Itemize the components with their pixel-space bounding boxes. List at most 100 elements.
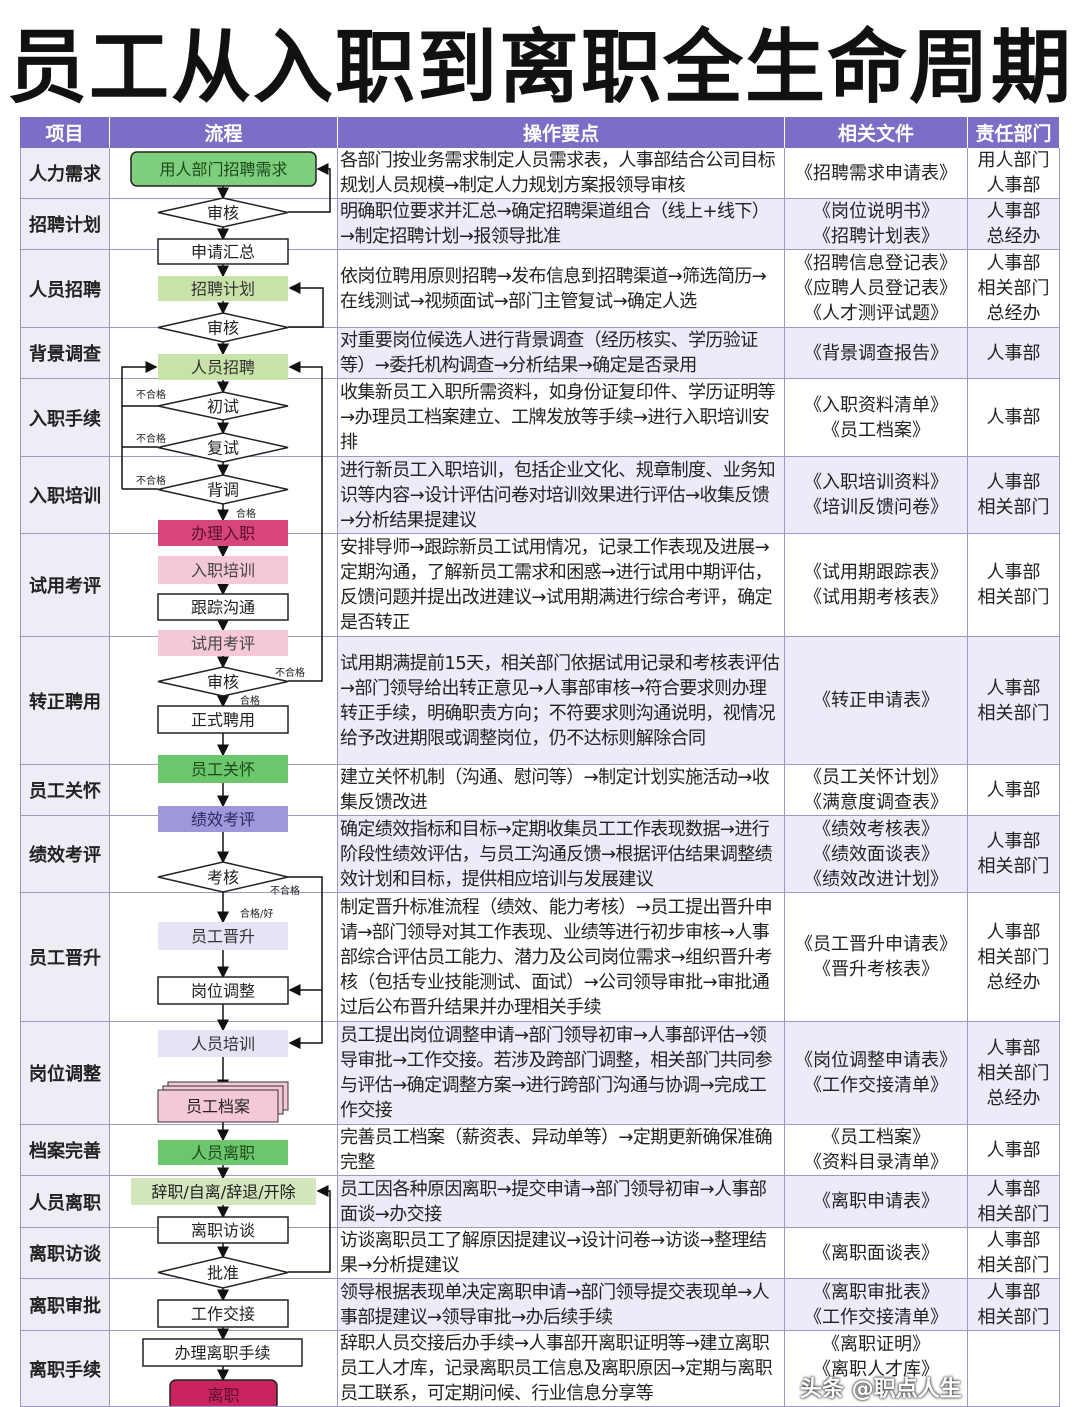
decision-node xyxy=(157,666,289,697)
row-docs: 《离职面谈表》 xyxy=(785,1228,968,1278)
doc-name: 《离职面谈表》 xyxy=(813,1242,939,1264)
header-dept: 责任部门 xyxy=(968,117,1060,148)
dept-name: 相关部门 xyxy=(977,1062,1050,1084)
flow-condition-label: 不合格 xyxy=(136,474,166,487)
row-ops: 员工因各种原因离职→提交申请→部门领导初审→人事部面谈→办交接 xyxy=(338,1176,785,1227)
process-node xyxy=(158,922,288,950)
flow-node-label: 审核 xyxy=(207,673,239,692)
dept-name: 相关部门 xyxy=(977,702,1050,724)
header-ops: 操作要点 xyxy=(338,117,785,148)
doc-name: 《资料目录清单》 xyxy=(804,1152,948,1173)
row-item: 入职手续 xyxy=(20,379,110,456)
row-ops: 依岗位聘用原则招聘→发布信息到招聘渠道→筛选简历→在线测试→视频面试→部门主管复… xyxy=(338,250,785,327)
process-node xyxy=(158,755,288,783)
row-dept: 人事部 相关部门 总经办 xyxy=(968,893,1060,1021)
flow-node-label: 申请汇总 xyxy=(191,243,255,262)
flow-node-label: 绩效考评 xyxy=(191,810,255,829)
row-ops: 建立关怀机制（沟通、慰问等）→制定计划实施活动→收集反馈改进 xyxy=(338,765,785,815)
loop-arrow xyxy=(288,876,323,1049)
doc-name: 《员工关怀计划》 xyxy=(804,767,948,788)
row-dept: 人事部 相关部门 xyxy=(968,457,1060,533)
doc-name: 《晋升考核表》 xyxy=(813,959,939,980)
row-dept xyxy=(968,1331,1060,1406)
row-docs: 《入职培训资料》 《培训反馈问卷》 xyxy=(785,457,968,533)
row-item: 离职审批 xyxy=(20,1279,110,1330)
row-docs: 《员工档案》 《资料目录清单》 xyxy=(785,1125,968,1175)
doc-name: 《人才测评试题》 xyxy=(804,303,948,324)
process-node xyxy=(157,238,289,265)
dept-name: 人事部 xyxy=(986,1037,1041,1059)
flow-node-label: 批准 xyxy=(207,1264,239,1283)
dept-name: 相关部门 xyxy=(977,946,1050,968)
flow-node-label: 离职访谈 xyxy=(191,1221,255,1240)
flow-node-label: 招聘计划 xyxy=(191,280,255,299)
doc-name: 《背景调查报告》 xyxy=(804,342,948,364)
process-node xyxy=(158,1030,288,1057)
row-docs: 《转正申请表》 xyxy=(785,637,968,764)
decision-node xyxy=(157,391,289,421)
doc-name: 《离职人才库》 xyxy=(813,1359,939,1380)
flow-node-label: 入职培训 xyxy=(191,561,255,580)
dept-name: 总经办 xyxy=(986,303,1041,324)
row-ops: 辞职人员交接后办手续→人事部开离职证明等→建立离职员工人才库，记录离职员工信息及… xyxy=(338,1331,785,1406)
watermark: 头条 @职点人生 xyxy=(800,1377,962,1402)
table-row: 岗位调整 员工提出岗位调整申请→部门领导初审→人事部评估→领导审批→工作交接。若涉… xyxy=(20,1022,1060,1125)
table-row: 离职审批 领导根据表现单决定离职申请→部门领导提交表现单→人事部提建议→领导审批→… xyxy=(20,1279,1060,1331)
row-docs: 《员工晋升申请表》 《晋升考核表》 xyxy=(785,893,968,1021)
dept-name: 人事部 xyxy=(986,175,1041,196)
flow-node-label: 办理入职 xyxy=(191,524,255,543)
doc-name: 《员工晋升申请表》 xyxy=(795,934,957,955)
row-docs: 《离职审批表》 《工作交接清单》 xyxy=(785,1279,968,1330)
row-docs: 《试用期跟踪表》 《试用期考核表》 xyxy=(785,534,968,636)
doc-name: 《绩效改进计划》 xyxy=(804,868,948,890)
dept-name: 总经办 xyxy=(986,1087,1041,1109)
row-dept: 人事部 相关部门 xyxy=(968,637,1060,764)
doc-name: 《招聘信息登记表》 xyxy=(795,253,957,274)
process-node xyxy=(157,593,289,621)
row-dept: 人事部 相关部门 xyxy=(968,534,1060,636)
flow-node-label: 员工档案 xyxy=(186,1097,250,1116)
decision-node xyxy=(157,432,289,463)
flow-node-label: 背调 xyxy=(207,481,239,500)
doc-name: 《离职证明》 xyxy=(822,1334,930,1355)
flow-node-label: 工作交接 xyxy=(191,1305,255,1324)
row-dept: 人事部 xyxy=(968,1125,1060,1175)
dept-name: 用人部门 xyxy=(977,150,1050,171)
flow-node-label: 初试 xyxy=(207,397,239,416)
dept-name: 相关部门 xyxy=(977,587,1050,608)
loop-arrow xyxy=(121,361,158,407)
table-row: 试用考评 安排导师→跟踪新员工试用情况，记录工作表现及进展→定期沟通，了解新员工需… xyxy=(20,534,1060,637)
dept-name: 人事部 xyxy=(986,253,1041,274)
dept-name: 人事部 xyxy=(986,407,1041,428)
document-node xyxy=(157,1089,279,1123)
decision-node xyxy=(157,1256,289,1289)
flow-node-label: 正式聘用 xyxy=(191,711,255,730)
table-row: 入职培训 进行新员工入职培训，包括企业文化、规章制度、业务知识等内容→设计评估问卷… xyxy=(20,457,1060,534)
table-header: 项目 流程 操作要点 相关文件 责任部门 xyxy=(20,117,1060,148)
row-ops: 收集新员工入职所需资料，如身份证复印件、学历证明等→办理员工档案建立、工牌发放等… xyxy=(338,379,785,456)
dept-name: 人事部 xyxy=(986,342,1041,364)
doc-name: 《离职申请表》 xyxy=(813,1191,939,1212)
table-row: 员工晋升 制定晋升标准流程（绩效、能力考核）→员工提出晋升申请→部门领导对其工作表… xyxy=(20,893,1060,1022)
page-title: 员工从入职到离职全生命周期 xyxy=(7,21,1073,114)
row-item: 人员招聘 xyxy=(20,250,110,327)
doc-name: 《员工档案》 xyxy=(822,419,930,441)
doc-name: 《满意度调查表》 xyxy=(804,792,948,813)
loop-arrow xyxy=(288,282,324,328)
process-node xyxy=(142,1338,303,1367)
process-node xyxy=(158,276,288,301)
process-node xyxy=(158,630,288,656)
row-item: 档案完善 xyxy=(20,1125,110,1175)
row-ops: 访谈离职员工了解原因提建议→设计问卷→访谈→整理结果→分析提建议 xyxy=(338,1228,785,1278)
row-item: 入职培训 xyxy=(20,457,110,533)
row-dept: 人事部 总经办 xyxy=(968,199,1060,249)
dept-name: 人事部 xyxy=(986,779,1041,801)
row-ops: 进行新员工入职培训，包括企业文化、规章制度、业务知识等内容→设计评估问卷对培训效… xyxy=(338,457,785,533)
row-docs: 《招聘信息登记表》 《应聘人员登记表》 《人才测评试题》 xyxy=(785,250,968,327)
row-item: 离职访谈 xyxy=(20,1228,110,1278)
process-node xyxy=(158,520,288,546)
flow-node-label: 审核 xyxy=(207,204,239,223)
doc-name: 《入职资料清单》 xyxy=(804,394,948,416)
flow-condition-label: 不合格 xyxy=(270,884,300,897)
dept-name: 人事部 xyxy=(986,677,1041,699)
